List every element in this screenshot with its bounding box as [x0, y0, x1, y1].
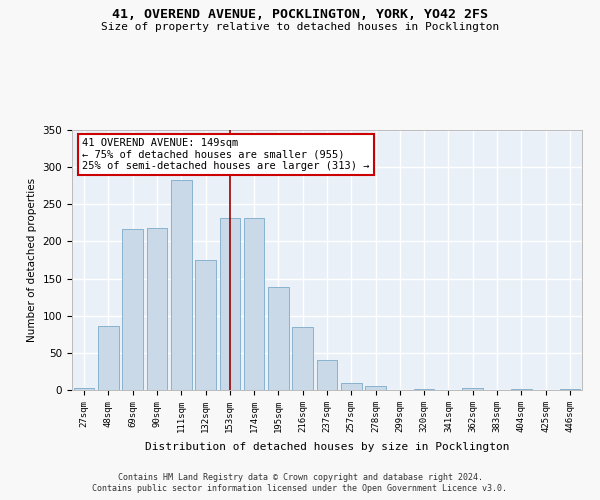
Bar — [317, 360, 337, 390]
Bar — [365, 386, 386, 390]
Bar — [463, 388, 483, 390]
Y-axis label: Number of detached properties: Number of detached properties — [27, 178, 37, 342]
Bar — [98, 326, 119, 390]
Bar — [122, 229, 143, 390]
Bar — [560, 388, 580, 390]
Bar — [268, 288, 289, 390]
Text: 41 OVEREND AVENUE: 149sqm
← 75% of detached houses are smaller (955)
25% of semi: 41 OVEREND AVENUE: 149sqm ← 75% of detac… — [82, 138, 370, 171]
Bar — [220, 218, 240, 390]
Bar — [414, 388, 434, 390]
Bar — [292, 327, 313, 390]
Bar — [244, 218, 265, 390]
Bar — [171, 180, 191, 390]
Text: Contains public sector information licensed under the Open Government Licence v3: Contains public sector information licen… — [92, 484, 508, 493]
Text: Contains HM Land Registry data © Crown copyright and database right 2024.: Contains HM Land Registry data © Crown c… — [118, 472, 482, 482]
Bar — [341, 382, 362, 390]
Text: Distribution of detached houses by size in Pocklington: Distribution of detached houses by size … — [145, 442, 509, 452]
Text: Size of property relative to detached houses in Pocklington: Size of property relative to detached ho… — [101, 22, 499, 32]
Text: 41, OVEREND AVENUE, POCKLINGTON, YORK, YO42 2FS: 41, OVEREND AVENUE, POCKLINGTON, YORK, Y… — [112, 8, 488, 20]
Bar — [195, 260, 216, 390]
Bar — [146, 228, 167, 390]
Bar — [74, 388, 94, 390]
